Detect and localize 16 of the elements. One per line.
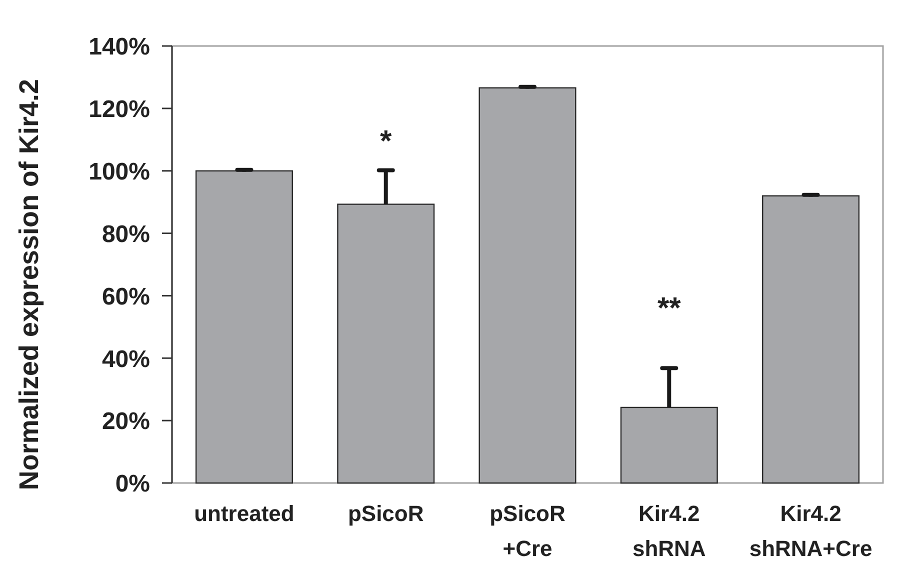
- x-tick-label: Kir4.2 shRNA+Cre: [749, 501, 872, 561]
- x-tick-label: pSicoR: [348, 501, 424, 526]
- x-tick-label: Kir4.2 shRNA: [632, 501, 706, 561]
- y-tick-label: 140%: [88, 34, 150, 61]
- y-axis-title: Normalized expression of Kir4.2: [14, 78, 44, 490]
- y-tick-label: 20%: [102, 408, 150, 436]
- x-tick-label: untreated: [194, 501, 294, 526]
- y-tick-label: 100%: [88, 158, 150, 186]
- y-tick-label: 120%: [88, 96, 150, 124]
- x-tick-label: pSicoR +Cre: [490, 501, 566, 561]
- y-tick-label: 60%: [102, 283, 150, 310]
- y-tick-label: 40%: [102, 346, 150, 373]
- y-tick-label: 0%: [115, 470, 150, 498]
- annotation: **: [657, 292, 682, 325]
- y-tick-label: 80%: [102, 220, 150, 248]
- annotation: *: [380, 125, 392, 158]
